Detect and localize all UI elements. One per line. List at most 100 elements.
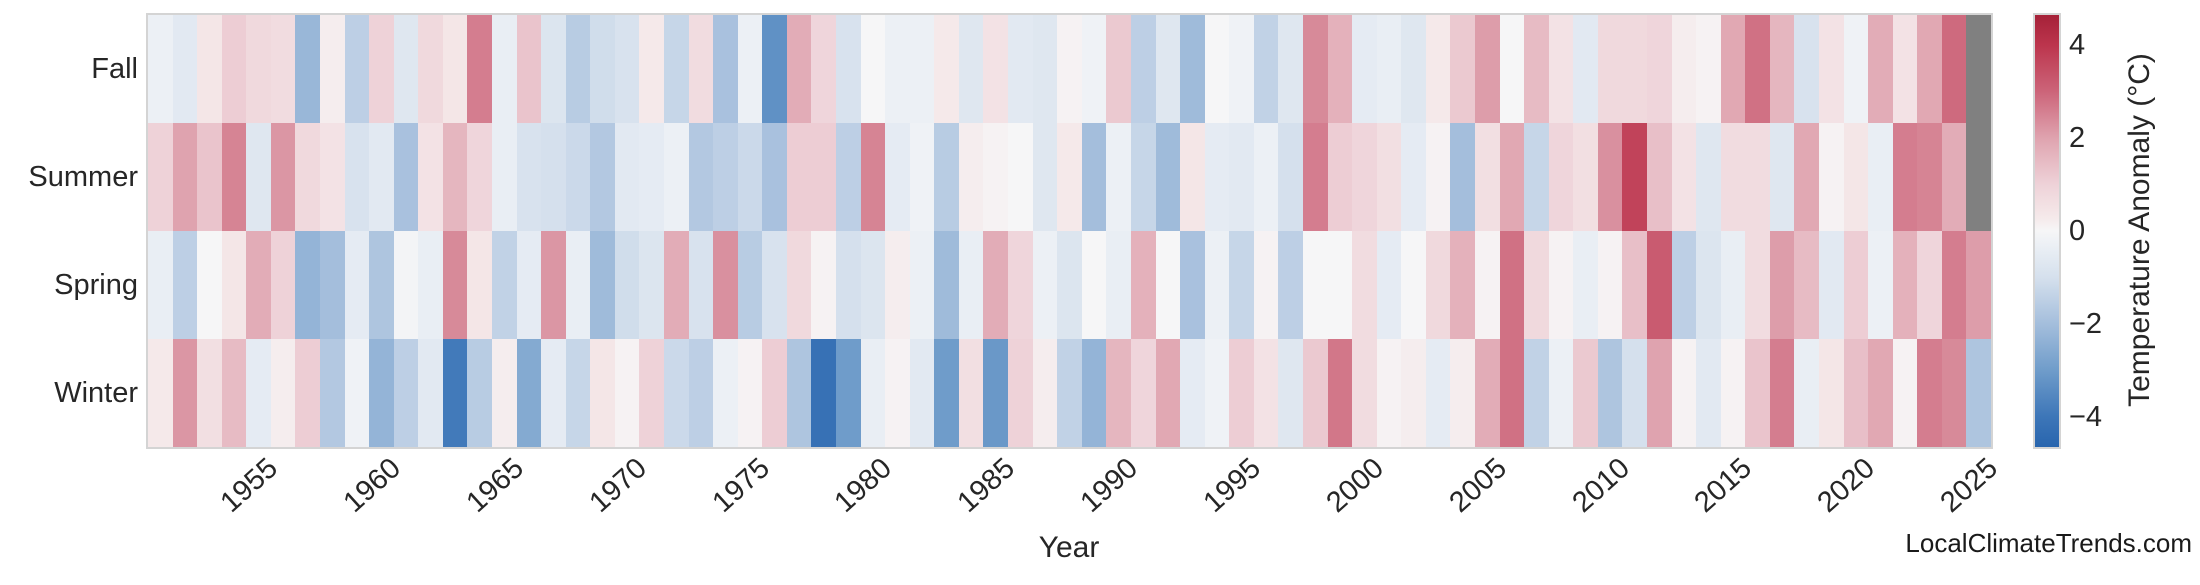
heatmap-cell xyxy=(1352,339,1377,447)
heatmap-cell xyxy=(1425,231,1451,339)
heatmap-cell xyxy=(1081,339,1107,447)
heatmap-cell xyxy=(418,123,443,231)
heatmap-cell xyxy=(393,231,419,339)
heatmap-cell xyxy=(1057,231,1082,339)
heatmap-cell xyxy=(1818,339,1844,447)
x-tick-label: 2010 xyxy=(1566,452,1636,519)
heatmap-cell xyxy=(1892,339,1918,447)
heatmap-cell xyxy=(1671,123,1697,231)
heatmap-cell xyxy=(1229,339,1254,447)
colorbar-tick-label: 0 xyxy=(2069,215,2086,247)
heatmap-cell xyxy=(1180,15,1205,123)
heatmap-cell xyxy=(1327,15,1353,123)
heatmap-cell xyxy=(1253,339,1279,447)
heatmap-cell xyxy=(1622,339,1647,447)
heatmap-cell xyxy=(836,15,861,123)
heatmap-cell xyxy=(1794,339,1819,447)
heatmap-cell xyxy=(1696,231,1721,339)
heatmap-cell xyxy=(1401,15,1426,123)
heatmap-cell xyxy=(541,123,566,231)
heatmap-cell xyxy=(762,231,787,339)
heatmap-cell xyxy=(1892,231,1918,339)
heatmap-cell xyxy=(1548,339,1574,447)
heatmap-cell xyxy=(148,15,173,123)
x-tick-label: 1955 xyxy=(214,452,285,519)
watermark-text: LocalClimateTrends.com xyxy=(1905,528,2192,558)
heatmap-cell xyxy=(1696,123,1721,231)
heatmap-cell xyxy=(1057,339,1082,447)
heatmap-cell xyxy=(492,15,517,123)
heatmap-cell xyxy=(1204,339,1230,447)
heatmap-cell xyxy=(590,339,615,447)
heatmap-cell xyxy=(344,339,370,447)
heatmap-cell xyxy=(221,231,247,339)
colorbar-tick-label: 4 xyxy=(2069,29,2086,62)
heatmap-cell xyxy=(516,231,542,339)
heatmap-cell xyxy=(1450,339,1475,447)
heatmap-cell xyxy=(565,123,591,231)
heatmap-cell xyxy=(270,15,296,123)
heatmap-cell xyxy=(1794,231,1819,339)
heatmap-cell xyxy=(1401,231,1426,339)
heatmap-cell xyxy=(737,339,763,447)
heatmap-cell xyxy=(786,339,812,447)
heatmap-cell xyxy=(1352,231,1377,339)
heatmap-cell xyxy=(1155,123,1181,231)
heatmap-cell xyxy=(1966,123,1991,231)
x-tick-label: 1980 xyxy=(828,452,899,519)
heatmap-cell xyxy=(1106,339,1131,447)
heatmap-cell xyxy=(1425,339,1451,447)
heatmap-cell xyxy=(1720,339,1746,447)
heatmap-cell xyxy=(934,231,959,339)
heatmap-cell xyxy=(369,15,394,123)
heatmap-cell xyxy=(1327,123,1353,231)
heatmap-cell xyxy=(958,339,984,447)
heatmap-cell xyxy=(246,15,271,123)
heatmap-cell xyxy=(1130,339,1156,447)
heatmap-cell xyxy=(713,15,738,123)
heatmap-cell xyxy=(713,123,738,231)
heatmap-cell xyxy=(958,231,984,339)
heatmap-cell xyxy=(1868,123,1893,231)
heatmap-grid xyxy=(146,13,1993,449)
heatmap-cell xyxy=(172,123,198,231)
heatmap-cell xyxy=(1499,123,1525,231)
heatmap-cell xyxy=(197,15,222,123)
x-axis-label: Year xyxy=(1038,531,1100,564)
heatmap-cell xyxy=(369,123,394,231)
heatmap-cell xyxy=(1573,15,1598,123)
heatmap-cell xyxy=(492,339,517,447)
heatmap-cell xyxy=(344,123,370,231)
heatmap-cell xyxy=(1008,15,1033,123)
heatmap-cell xyxy=(1646,15,1672,123)
heatmap-cell xyxy=(1720,231,1746,339)
heatmap-cell xyxy=(541,15,566,123)
heatmap-cell xyxy=(786,231,812,339)
heatmap-cell xyxy=(885,231,910,339)
x-tick-label: 2000 xyxy=(1320,452,1390,519)
heatmap-cell xyxy=(1008,123,1033,231)
x-tick-label: 2015 xyxy=(1689,452,1759,519)
heatmap-cell xyxy=(1401,339,1426,447)
heatmap-cell xyxy=(1450,123,1475,231)
heatmap-cell xyxy=(1008,231,1033,339)
heatmap-cell xyxy=(688,15,714,123)
heatmap-cell xyxy=(1204,123,1230,231)
heatmap-cell xyxy=(1401,123,1426,231)
heatmap-cell xyxy=(320,15,345,123)
heatmap-cell xyxy=(1622,231,1647,339)
heatmap-cell xyxy=(1130,123,1156,231)
x-tick-label: 1965 xyxy=(460,452,530,519)
heatmap-cell xyxy=(811,231,837,339)
heatmap-cell xyxy=(1769,339,1795,447)
heatmap-cell xyxy=(197,123,222,231)
heatmap-cell xyxy=(1327,339,1353,447)
heatmap-cell xyxy=(1597,123,1623,231)
heatmap-cell xyxy=(1794,123,1819,231)
heatmap-cell xyxy=(983,339,1009,447)
heatmap-cell xyxy=(1843,339,1869,447)
heatmap-cell xyxy=(590,231,615,339)
heatmap-cell xyxy=(1548,15,1574,123)
heatmap-cell xyxy=(516,123,542,231)
